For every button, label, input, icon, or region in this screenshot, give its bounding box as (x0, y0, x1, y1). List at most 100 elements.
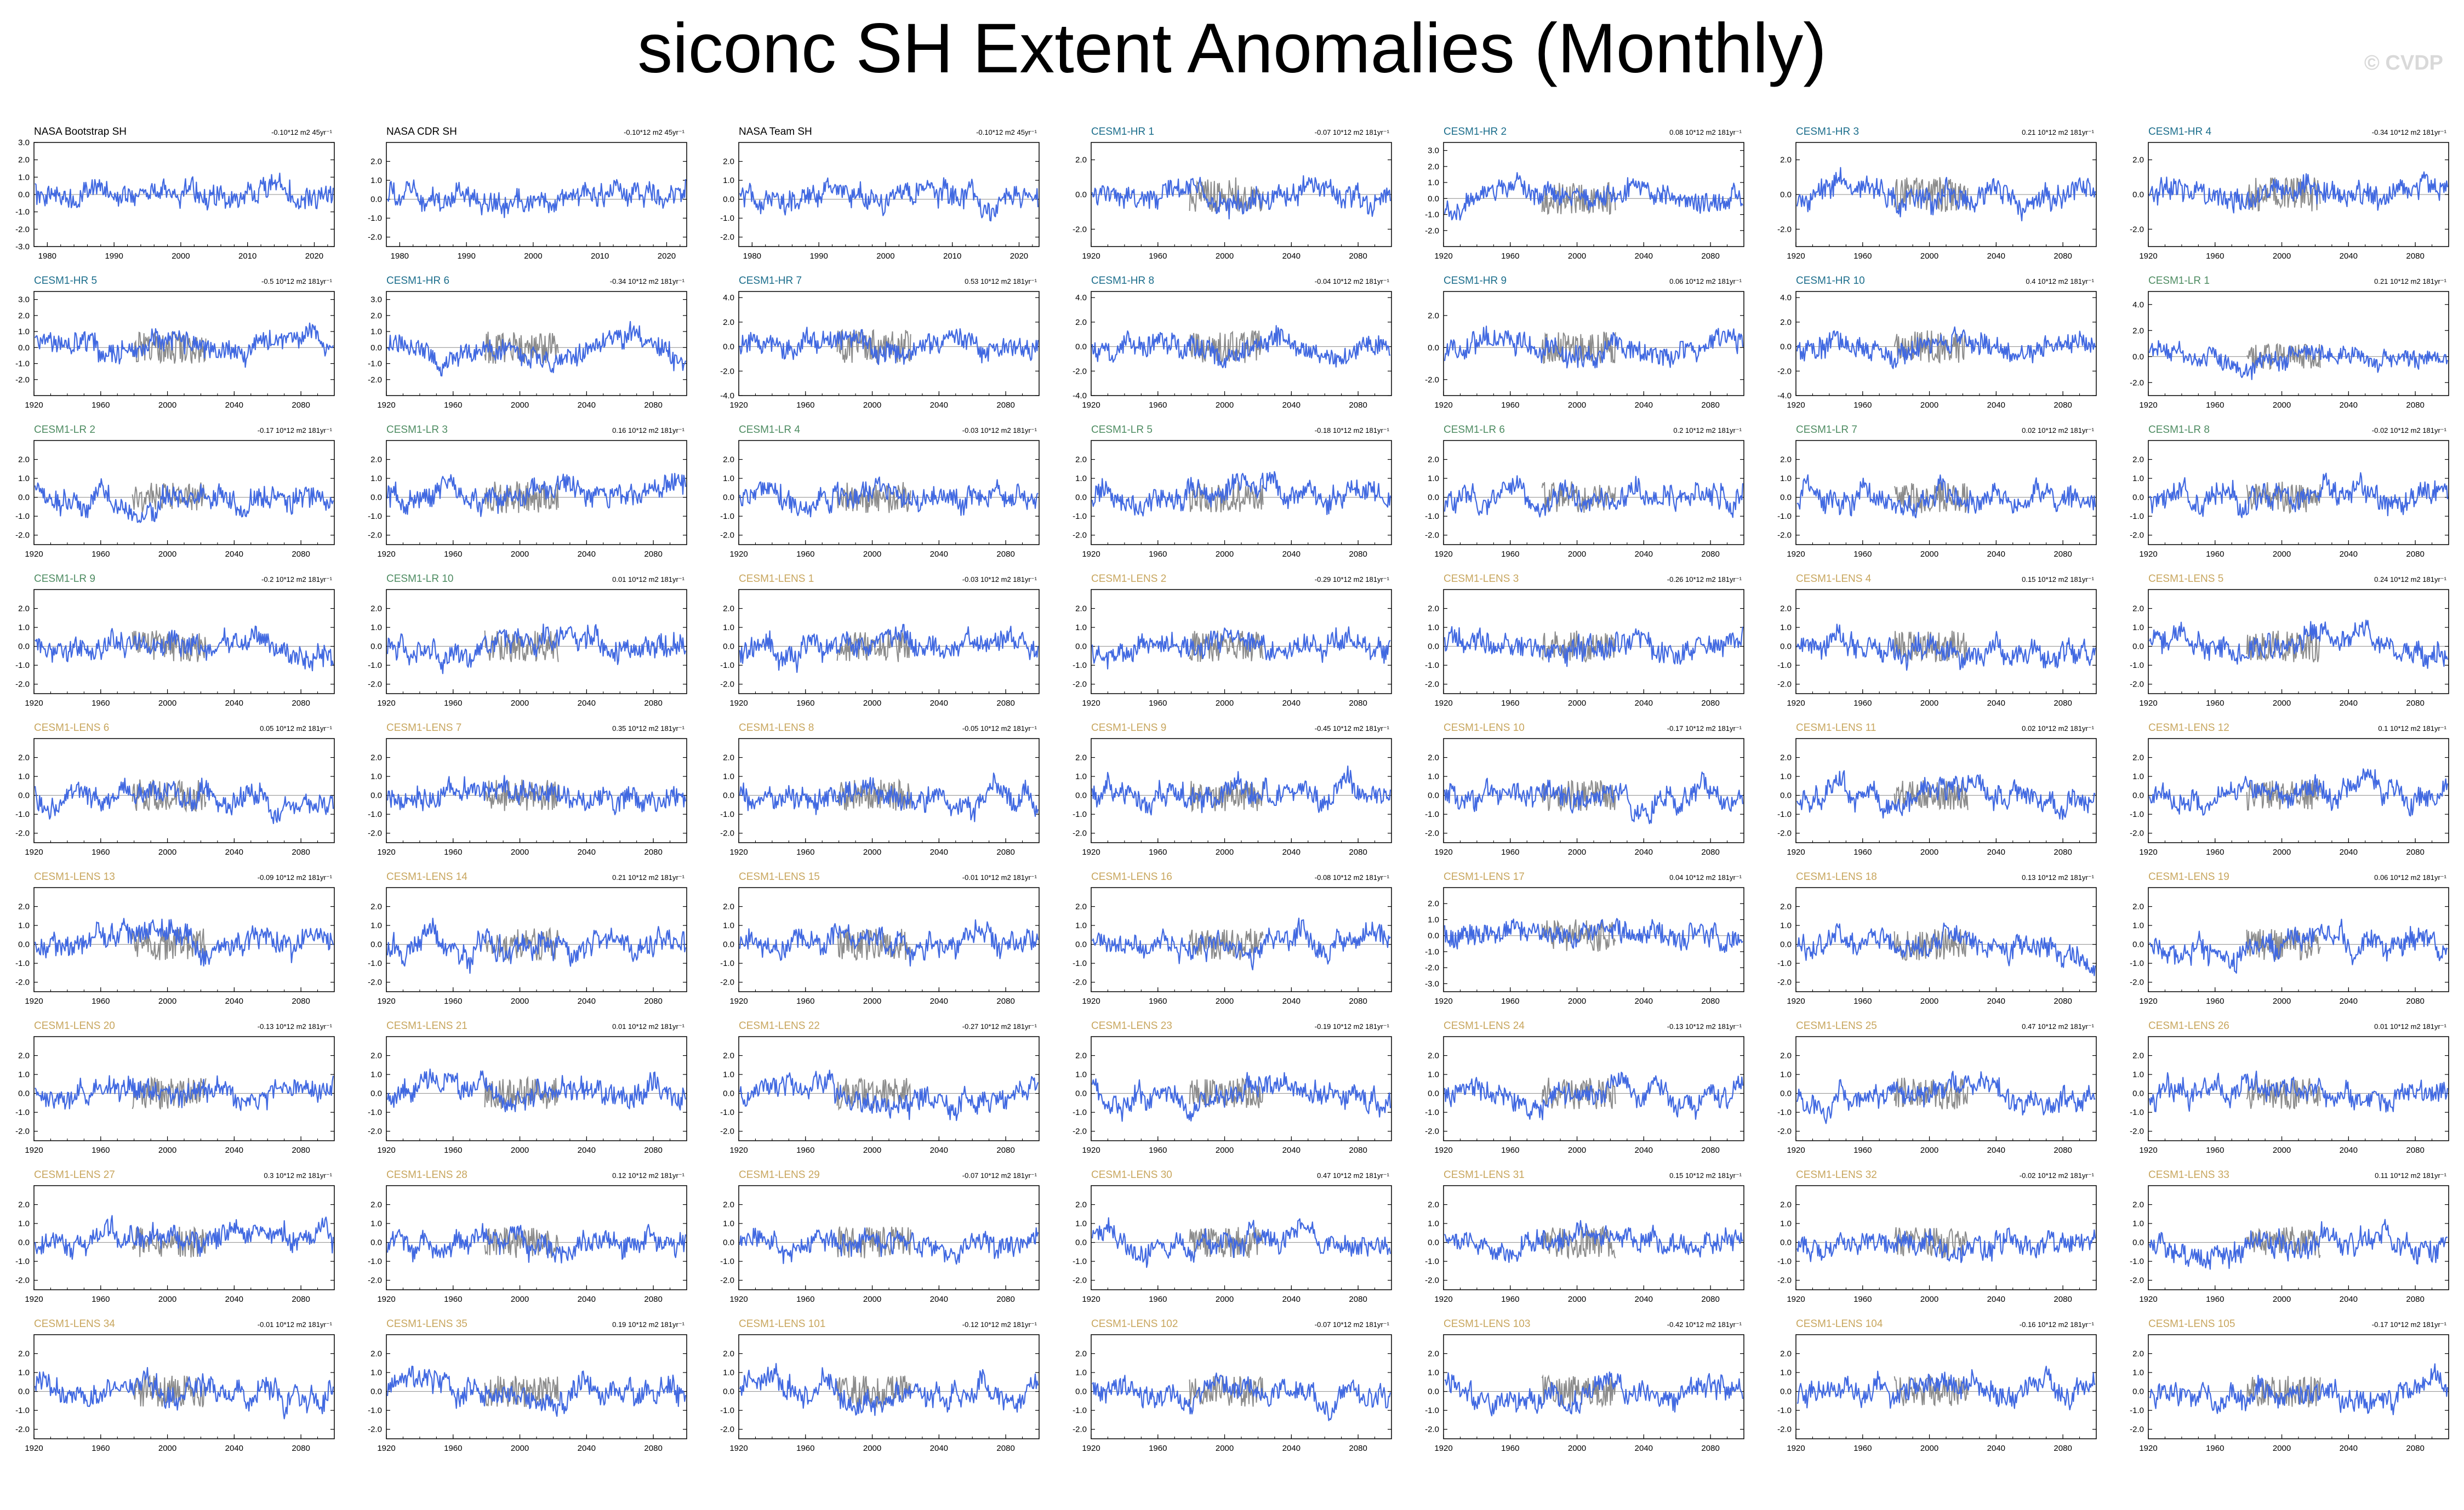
panel: CESM1-LENS 35 0.19 10*12 m2 181yr⁻¹ -2.0 -1… (368, 1318, 687, 1453)
x-tick-label: 1920 (377, 997, 395, 1006)
panel-trend: 0.13 10*12 m2 181yr⁻¹ (2022, 873, 2095, 882)
y-tick-label: 0.0 (723, 195, 734, 204)
series-line (35, 625, 334, 672)
x-tick-label: 2000 (1568, 1295, 1586, 1304)
x-tick-label: 1960 (444, 848, 462, 857)
y-tick-label: -1.0 (15, 1257, 30, 1266)
x-tick-label: 1960 (92, 848, 110, 857)
x-tick-label: 2040 (1987, 997, 2005, 1006)
panel-trend: -0.05 10*12 m2 181yr⁻¹ (962, 724, 1037, 733)
panel-trend: -0.10*12 m2 45yr⁻¹ (976, 128, 1037, 136)
y-tick-label: -4.0 (720, 391, 734, 401)
panel-trend: -0.13 10*12 m2 181yr⁻¹ (1667, 1022, 1742, 1031)
y-tick-label: -2.0 (15, 978, 30, 987)
x-tick-label: 2080 (1701, 550, 1719, 559)
x-tick-label: 2080 (1349, 699, 1367, 708)
x-tick-label: 2000 (1216, 1295, 1234, 1304)
observations-line (1893, 928, 1969, 961)
x-tick-label: 2040 (225, 550, 243, 559)
plot-frame (386, 738, 687, 843)
y-tick-label: 0.0 (2132, 1387, 2144, 1397)
panel-trend: -0.17 10*12 m2 181yr⁻¹ (2372, 1320, 2447, 1329)
panel: CESM1-LR 3 0.16 10*12 m2 181yr⁻¹ -2.0 -1.0 0… (368, 424, 687, 559)
y-tick-label: -2.0 (1777, 225, 1792, 234)
y-tick-label: -2.0 (2130, 978, 2144, 987)
x-tick-label: 1960 (92, 1146, 110, 1155)
panel-title: CESM1-HR 3 (1796, 126, 1859, 138)
x-tick-label: 1920 (1434, 1444, 1452, 1453)
y-tick-label: 2.0 (370, 1200, 382, 1210)
y-tick-label: -1.0 (720, 810, 734, 819)
panel-title: CESM1-LENS 13 (34, 871, 115, 883)
panel: CESM1-LENS 32 -0.02 10*12 m2 181yr⁻¹ -2.0 -… (1777, 1169, 2097, 1304)
y-tick-label: -1.0 (2130, 810, 2144, 819)
x-tick-label: 1920 (1082, 848, 1100, 857)
panel-trend: -0.34 10*12 m2 181yr⁻¹ (2372, 128, 2447, 136)
x-tick-label: 1960 (2206, 550, 2224, 559)
y-tick-label: 0.0 (723, 642, 734, 651)
y-tick-label: 1.0 (723, 623, 734, 632)
y-tick-label: -2.0 (2130, 378, 2144, 387)
x-tick-label: 2040 (2340, 699, 2358, 708)
y-tick-label: 2.0 (723, 157, 734, 167)
series-line (739, 919, 1039, 967)
x-tick-label: 2000 (863, 1444, 881, 1453)
y-tick-label: 0.0 (1428, 1089, 1439, 1099)
series-line (739, 1363, 1039, 1416)
y-tick-label: 1.0 (1428, 915, 1439, 924)
y-tick-label: -2.0 (1777, 1425, 1792, 1434)
y-tick-label: -1.0 (1425, 1406, 1439, 1415)
y-tick-label: 4.0 (2132, 300, 2144, 310)
x-tick-label: 1960 (796, 848, 814, 857)
observations-line (1893, 481, 1969, 513)
x-tick-label: 1920 (2139, 550, 2157, 559)
y-tick-label: 0.0 (370, 195, 382, 204)
y-tick-label: 2.0 (370, 1051, 382, 1061)
panel-title: CESM1-LENS 6 (34, 722, 109, 734)
x-tick-label: 1920 (1434, 1295, 1452, 1304)
y-tick-label: 0.0 (723, 940, 734, 950)
x-tick-label: 1920 (377, 1295, 395, 1304)
x-tick-label: 2000 (2273, 251, 2291, 261)
panel-trend: -0.07 10*12 m2 181yr⁻¹ (962, 1171, 1037, 1180)
x-tick-label: 2040 (225, 848, 243, 857)
x-tick-label: 2040 (2340, 997, 2358, 1006)
y-tick-label: 2.0 (18, 1349, 30, 1359)
y-tick-label: 0.0 (370, 940, 382, 950)
plot-frame (1795, 1185, 2097, 1290)
y-tick-label: 3.0 (1428, 146, 1439, 156)
x-tick-label: 1920 (1434, 251, 1452, 261)
y-tick-label: -1.0 (2130, 512, 2144, 521)
y-tick-label: -2.0 (368, 680, 382, 689)
y-tick-label: 0.0 (1428, 931, 1439, 941)
y-tick-label: 2.0 (1075, 455, 1087, 465)
y-tick-label: 0.0 (1780, 1089, 1792, 1099)
x-tick-label: 1920 (25, 1295, 43, 1304)
y-tick-label: 0.0 (2132, 190, 2144, 199)
x-tick-label: 2040 (225, 1444, 243, 1453)
series-line (2149, 1363, 2449, 1415)
y-tick-label: 1.0 (1075, 1368, 1087, 1377)
x-tick-label: 2080 (1701, 848, 1719, 857)
x-tick-label: 2000 (863, 1295, 881, 1304)
panel: NASA CDR SH -0.10*12 m2 45yr⁻¹ -2.0 -1.0 0.0… (368, 126, 687, 261)
y-tick-label: 2.0 (2132, 1200, 2144, 1210)
observations-line (2246, 1376, 2321, 1408)
y-tick-label: 0.0 (370, 791, 382, 800)
x-tick-label: 1960 (2206, 1295, 2224, 1304)
y-tick-label: -2.0 (720, 1127, 734, 1136)
y-tick-label: 2.0 (1780, 902, 1792, 912)
series-line (1444, 1220, 1743, 1263)
plot-frame (1091, 1185, 1392, 1290)
y-tick-label: -1.0 (368, 214, 382, 223)
x-tick-label: 2000 (1216, 251, 1234, 261)
series-line (386, 775, 687, 815)
panel: CESM1-LENS 104 -0.16 10*12 m2 181yr⁻¹ -2.0… (1777, 1318, 2097, 1453)
y-tick-label: 0.0 (1075, 1387, 1087, 1397)
x-tick-label: 1960 (444, 550, 462, 559)
y-tick-label: 1.0 (18, 1219, 30, 1228)
x-tick-label: 2000 (1920, 550, 1938, 559)
x-tick-label: 2010 (591, 251, 609, 261)
x-tick-label: 1920 (25, 1146, 43, 1155)
series-line (739, 476, 1039, 518)
